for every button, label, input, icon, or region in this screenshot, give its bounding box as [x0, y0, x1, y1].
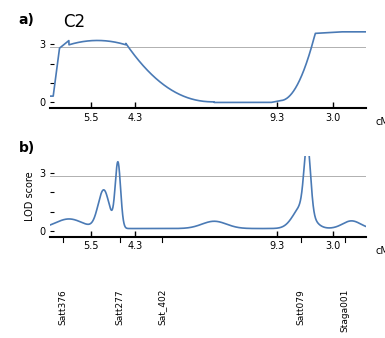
Text: b): b)	[18, 142, 35, 155]
Y-axis label: LOD score: LOD score	[25, 171, 35, 221]
Text: C2: C2	[63, 13, 85, 30]
Text: a): a)	[18, 13, 34, 26]
Text: Sat_402: Sat_402	[157, 289, 167, 325]
Text: cM: cM	[375, 117, 385, 127]
Text: Satt277: Satt277	[115, 289, 124, 324]
Text: Staga001: Staga001	[341, 289, 350, 332]
Text: Satt376: Satt376	[58, 289, 67, 325]
Text: Satt079: Satt079	[296, 289, 306, 325]
Text: cM: cM	[375, 246, 385, 256]
